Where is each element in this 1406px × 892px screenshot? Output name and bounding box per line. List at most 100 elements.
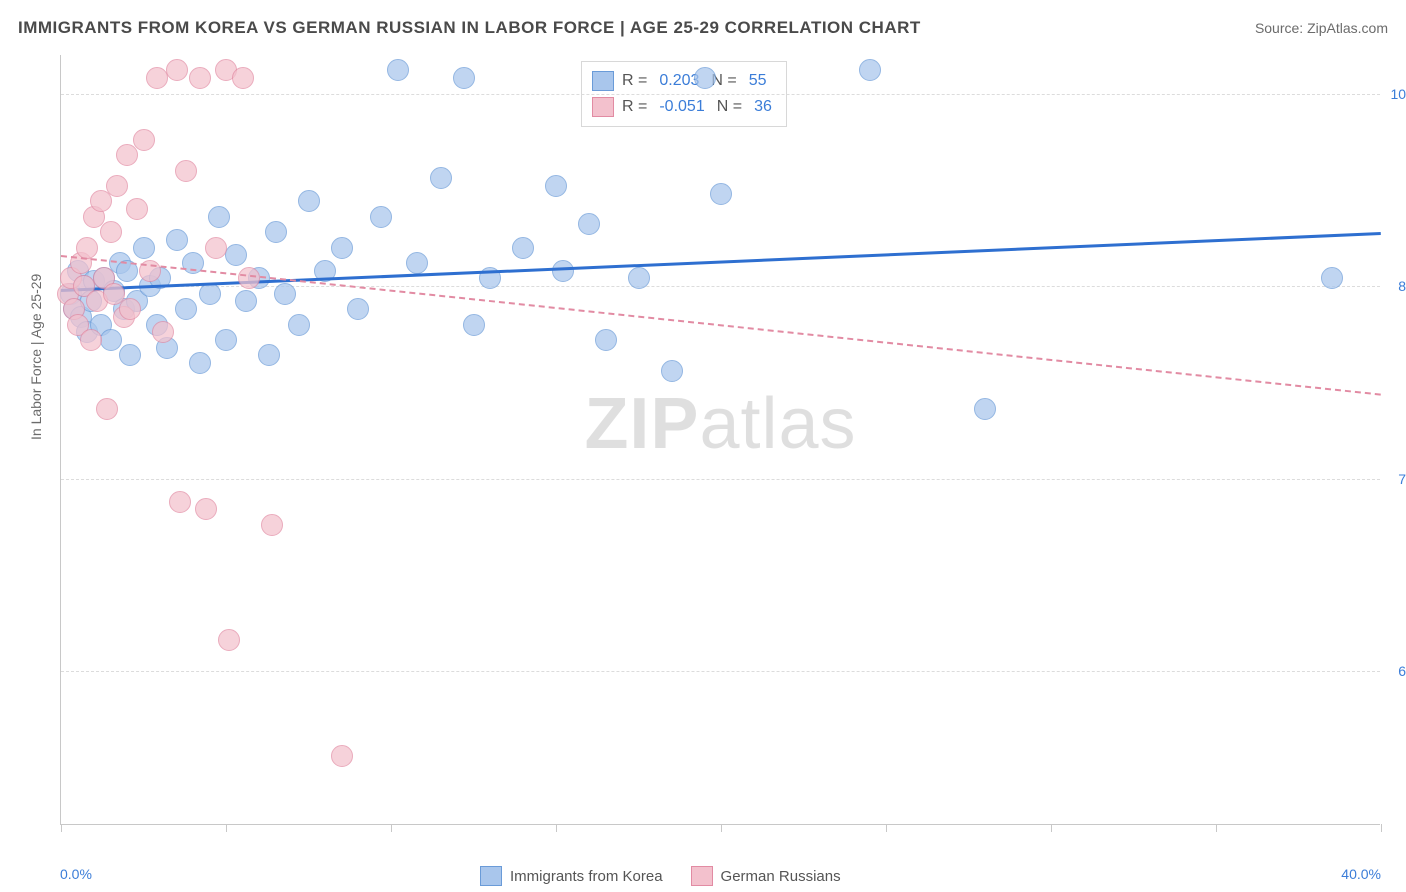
data-point	[175, 160, 197, 182]
gridline-h	[61, 671, 1380, 672]
x-tick	[391, 824, 392, 832]
y-axis-title: In Labor Force | Age 25-29	[28, 274, 44, 440]
data-point	[208, 206, 230, 228]
data-point	[1321, 267, 1343, 289]
x-tick	[1381, 824, 1382, 832]
data-point	[166, 229, 188, 251]
swatch-german	[592, 97, 614, 117]
source-label: Source: ZipAtlas.com	[1255, 20, 1388, 36]
data-point	[133, 237, 155, 259]
legend-stats-row-german: R = -0.051 N = 36	[592, 94, 776, 120]
r-value-german: -0.051	[659, 98, 704, 116]
x-tick	[1216, 824, 1217, 832]
x-tick	[1051, 824, 1052, 832]
data-point	[578, 213, 600, 235]
x-tick	[226, 824, 227, 832]
data-point	[370, 206, 392, 228]
data-point	[100, 329, 122, 351]
swatch-korea	[592, 71, 614, 91]
n-value-korea: 55	[749, 72, 767, 90]
data-point	[76, 237, 98, 259]
y-tick-label: 100.0%	[1391, 86, 1406, 102]
n-value-german: 36	[754, 98, 772, 116]
legend-label-german: German Russians	[721, 868, 841, 885]
data-point	[235, 290, 257, 312]
data-point	[169, 491, 191, 513]
data-point	[106, 175, 128, 197]
data-point	[232, 67, 254, 89]
data-point	[133, 129, 155, 151]
legend-bottom: Immigrants from Korea German Russians	[480, 866, 841, 886]
data-point	[189, 67, 211, 89]
watermark-rest: atlas	[699, 384, 856, 464]
scatter-chart: R = 0.203 N = 55 R = -0.051 N = 36 ZIPat…	[60, 55, 1380, 825]
data-point	[80, 329, 102, 351]
data-point	[100, 221, 122, 243]
data-point	[710, 183, 732, 205]
data-point	[175, 298, 197, 320]
data-point	[274, 283, 296, 305]
gridline-h	[61, 94, 1380, 95]
x-tick	[556, 824, 557, 832]
x-axis-label-min: 0.0%	[60, 866, 92, 882]
legend-stats-row-korea: R = 0.203 N = 55	[592, 68, 776, 94]
swatch-korea	[480, 866, 502, 886]
gridline-h	[61, 479, 1380, 480]
trend-line	[61, 255, 1381, 396]
data-point	[166, 59, 188, 81]
data-point	[595, 329, 617, 351]
data-point	[119, 344, 141, 366]
data-point	[661, 360, 683, 382]
y-tick-label: 75.0%	[1398, 471, 1406, 487]
data-point	[298, 190, 320, 212]
data-point	[126, 198, 148, 220]
data-point	[146, 67, 168, 89]
data-point	[205, 237, 227, 259]
y-tick-label: 62.5%	[1398, 663, 1406, 679]
data-point	[225, 244, 247, 266]
legend-label-korea: Immigrants from Korea	[510, 868, 663, 885]
data-point	[215, 329, 237, 351]
data-point	[859, 59, 881, 81]
y-tick-label: 87.5%	[1398, 278, 1406, 294]
swatch-german	[691, 866, 713, 886]
data-point	[238, 267, 260, 289]
data-point	[974, 398, 996, 420]
data-point	[463, 314, 485, 336]
legend-item-korea: Immigrants from Korea	[480, 866, 663, 886]
data-point	[218, 629, 240, 651]
x-axis-label-max: 40.0%	[1341, 866, 1381, 882]
r-label: R =	[622, 98, 647, 116]
data-point	[347, 298, 369, 320]
data-point	[331, 745, 353, 767]
data-point	[512, 237, 534, 259]
r-label: R =	[622, 72, 647, 90]
data-point	[694, 67, 716, 89]
data-point	[265, 221, 287, 243]
data-point	[406, 252, 428, 274]
x-tick	[61, 824, 62, 832]
data-point	[387, 59, 409, 81]
data-point	[152, 321, 174, 343]
legend-item-german: German Russians	[691, 866, 841, 886]
header: IMMIGRANTS FROM KOREA VS GERMAN RUSSIAN …	[18, 18, 1388, 38]
watermark: ZIPatlas	[584, 383, 856, 465]
data-point	[195, 498, 217, 520]
chart-title: IMMIGRANTS FROM KOREA VS GERMAN RUSSIAN …	[18, 18, 921, 38]
data-point	[288, 314, 310, 336]
data-point	[261, 514, 283, 536]
x-tick	[886, 824, 887, 832]
watermark-bold: ZIP	[584, 384, 699, 464]
data-point	[453, 67, 475, 89]
data-point	[430, 167, 452, 189]
data-point	[258, 344, 280, 366]
data-point	[199, 283, 221, 305]
x-tick	[721, 824, 722, 832]
data-point	[189, 352, 211, 374]
data-point	[119, 298, 141, 320]
data-point	[545, 175, 567, 197]
data-point	[331, 237, 353, 259]
data-point	[628, 267, 650, 289]
data-point	[96, 398, 118, 420]
n-label: N =	[717, 98, 742, 116]
